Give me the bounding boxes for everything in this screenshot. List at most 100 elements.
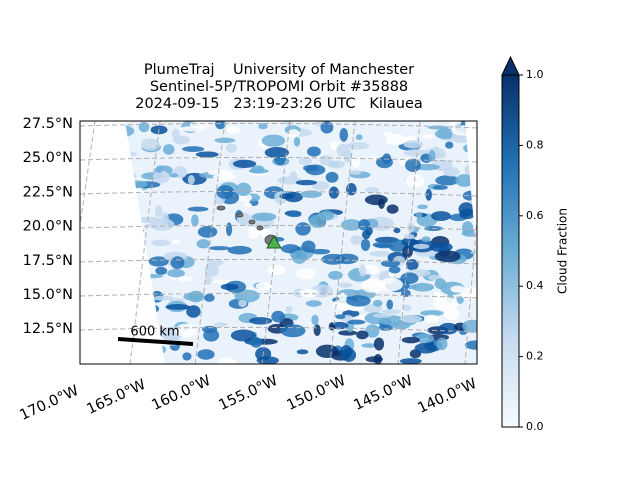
cloud	[251, 212, 277, 222]
cloud	[177, 276, 193, 282]
cloud	[321, 253, 346, 265]
cloud	[421, 236, 431, 243]
cloud	[465, 340, 477, 350]
cloud	[445, 141, 454, 149]
title: PlumeTraj University of ManchesterSentin…	[135, 62, 423, 112]
colorbar-tick-label: 0.2	[526, 350, 544, 363]
cloud	[431, 211, 451, 221]
cloud	[415, 212, 423, 219]
cloud	[386, 299, 394, 310]
scale-bar	[117, 337, 194, 346]
cloud	[234, 289, 260, 303]
cloud	[271, 310, 285, 323]
cloud	[400, 272, 419, 285]
lat-label: 25.0°N	[23, 150, 73, 166]
longitude-labels: 170.0°W 165.0°W 160.0°W 155.0°W 150.0°W 145.0…	[17, 373, 479, 424]
cloud	[187, 290, 204, 303]
cloud	[381, 309, 402, 315]
cloud	[359, 264, 366, 277]
cloud	[339, 128, 349, 142]
cloud	[340, 219, 362, 231]
cloud	[187, 174, 195, 185]
cloud	[226, 222, 233, 237]
lon-label: 140.0°W	[415, 376, 479, 417]
cloud	[413, 243, 430, 250]
cloud	[213, 322, 228, 327]
cloud	[148, 218, 175, 231]
cloud	[399, 358, 422, 364]
cloud	[310, 248, 331, 255]
lat-label: 27.5°N	[23, 116, 73, 132]
cloud	[255, 282, 272, 291]
cloud	[235, 182, 252, 197]
cloud	[238, 299, 247, 308]
cloud	[212, 174, 236, 180]
colorbar-tick-label: 0.0	[526, 420, 544, 433]
cloud	[250, 165, 265, 174]
cloud	[355, 134, 363, 141]
cloud	[327, 160, 345, 169]
lon-label: 160.0°W	[149, 373, 213, 414]
cloud	[214, 137, 236, 144]
cloud	[216, 185, 234, 199]
cloud	[460, 287, 477, 301]
cloud	[279, 193, 295, 200]
cloud	[443, 166, 460, 177]
lon-label: 150.0°W	[284, 373, 348, 414]
lat-label: 22.5°N	[23, 184, 73, 200]
cloud	[281, 244, 300, 254]
cloud	[307, 146, 321, 157]
cloud	[258, 123, 268, 130]
cloud	[295, 179, 317, 186]
cloud	[280, 324, 306, 338]
cloud	[298, 288, 319, 298]
cloud	[365, 324, 380, 338]
cloud	[267, 264, 286, 276]
cloud	[328, 186, 340, 199]
cloud	[393, 227, 401, 234]
cloud	[204, 263, 219, 277]
cloud	[154, 205, 163, 218]
cloud	[191, 214, 199, 227]
cloud	[320, 121, 334, 134]
cloud	[217, 357, 237, 364]
cloud	[373, 337, 385, 351]
cloud	[405, 158, 421, 172]
lat-label: 17.5°N	[23, 253, 73, 269]
cloud	[399, 315, 423, 323]
cloud	[152, 295, 174, 301]
cloud	[369, 250, 392, 257]
lat-label: 12.5°N	[23, 321, 73, 337]
cloud	[300, 190, 322, 198]
cloud	[287, 212, 302, 218]
cloud	[429, 242, 453, 253]
cloud	[385, 134, 407, 146]
cloud	[226, 125, 241, 135]
cloud	[365, 186, 380, 193]
cloud	[432, 185, 448, 190]
cloud	[462, 319, 477, 333]
cloud	[337, 282, 353, 288]
cloud	[207, 258, 224, 267]
cloud	[401, 336, 420, 344]
colorbar: 0.0 0.2 0.4 0.6 0.8 1.0 Cloud Fraction	[501, 55, 570, 433]
cloud	[438, 322, 459, 335]
cloud	[386, 204, 399, 214]
cloud	[298, 157, 312, 166]
cloud	[162, 144, 175, 155]
cloud	[425, 188, 432, 201]
cloud	[171, 128, 180, 140]
cloud	[360, 278, 386, 293]
cloud	[197, 226, 218, 238]
cloud	[295, 268, 316, 280]
cloud	[187, 206, 209, 212]
cloud	[434, 278, 447, 290]
cloud	[182, 146, 205, 152]
cloud	[305, 164, 326, 176]
cloud	[376, 156, 393, 169]
cloud	[372, 313, 392, 318]
cloud	[138, 121, 150, 133]
lat-label: 15.0°N	[23, 287, 73, 303]
cloud	[203, 328, 220, 342]
cloud	[372, 241, 391, 248]
